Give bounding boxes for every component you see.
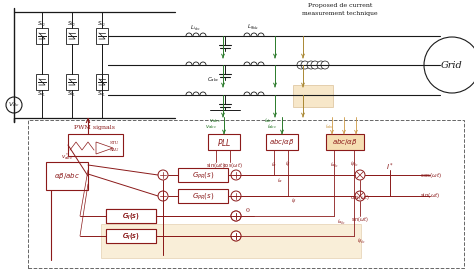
Bar xyxy=(68,134,123,156)
Circle shape xyxy=(355,170,365,180)
Text: $S_{b_2}$: $S_{b_2}$ xyxy=(67,19,77,29)
Text: $G_{PR}(s)$: $G_{PR}(s)$ xyxy=(192,170,214,180)
Text: $L_{i_{abc}}$: $L_{i_{abc}}$ xyxy=(190,23,201,33)
Circle shape xyxy=(355,191,365,201)
Bar xyxy=(66,74,78,90)
Text: $V_{dc}$: $V_{dc}$ xyxy=(9,101,20,109)
Bar xyxy=(36,74,48,90)
Bar xyxy=(106,229,156,243)
Text: $i_{\beta_{dc}}$: $i_{\beta_{dc}}$ xyxy=(357,237,366,247)
Circle shape xyxy=(424,37,474,93)
Text: $\cos(\omega t)$: $\cos(\omega t)$ xyxy=(420,171,442,180)
Bar xyxy=(293,85,333,107)
Text: $I^*$: $I^*$ xyxy=(386,161,394,173)
Circle shape xyxy=(301,61,309,69)
Text: STU: STU xyxy=(109,141,118,145)
Text: Grid: Grid xyxy=(441,60,463,70)
Circle shape xyxy=(297,61,305,69)
Bar xyxy=(28,120,464,268)
Text: $S_{a_1}$: $S_{a_1}$ xyxy=(37,89,46,99)
Text: $S_{c_1}$: $S_{c_1}$ xyxy=(98,89,107,99)
Bar xyxy=(96,74,108,90)
Text: $\alpha\beta/abc$: $\alpha\beta/abc$ xyxy=(54,171,80,181)
Circle shape xyxy=(158,170,168,180)
Bar xyxy=(178,168,228,182)
Text: $G_I(s)$: $G_I(s)$ xyxy=(122,231,140,241)
Circle shape xyxy=(307,61,315,69)
Text: $i_{\alpha_{dc}}$: $i_{\alpha_{dc}}$ xyxy=(337,217,346,227)
Text: $S_{a_2}$: $S_{a_2}$ xyxy=(37,19,46,29)
Text: $v_{abc}$: $v_{abc}$ xyxy=(209,117,221,125)
Circle shape xyxy=(231,231,241,241)
Circle shape xyxy=(158,191,168,201)
Circle shape xyxy=(311,61,319,69)
Text: $abc/\alpha\beta$: $abc/\alpha\beta$ xyxy=(269,137,295,147)
Text: $v_{abc}$: $v_{abc}$ xyxy=(205,123,217,131)
Circle shape xyxy=(231,211,241,221)
Polygon shape xyxy=(96,142,113,154)
Text: $i_\beta$: $i_\beta$ xyxy=(291,197,297,207)
Text: $abc/\alpha\beta$: $abc/\alpha\beta$ xyxy=(332,137,358,147)
Text: $L_{g_{abc}}$: $L_{g_{abc}}$ xyxy=(247,23,259,33)
Text: $G_{PR}(s)$: $G_{PR}(s)$ xyxy=(192,191,214,201)
Circle shape xyxy=(321,61,329,69)
Text: Proposed de current: Proposed de current xyxy=(308,4,372,8)
Bar xyxy=(66,28,78,44)
Text: $C_{abc}$: $C_{abc}$ xyxy=(207,76,219,84)
Text: $PLL$: $PLL$ xyxy=(217,137,231,147)
Text: $i_{abc}$: $i_{abc}$ xyxy=(264,116,274,125)
Bar xyxy=(266,134,298,150)
Text: $G_I(s)$: $G_I(s)$ xyxy=(122,211,140,221)
Bar xyxy=(46,162,88,190)
Bar xyxy=(36,28,48,44)
Text: measurement technique: measurement technique xyxy=(302,11,378,16)
Text: $\sin(\omega t)$: $\sin(\omega t)$ xyxy=(206,160,226,169)
Text: $\cos(\omega t)$: $\cos(\omega t)$ xyxy=(221,160,243,169)
Text: $i_\alpha$: $i_\alpha$ xyxy=(271,160,277,169)
Bar xyxy=(96,28,108,44)
Bar xyxy=(106,209,156,223)
Text: $G_I(s)$: $G_I(s)$ xyxy=(122,231,140,241)
Text: SAU: SAU xyxy=(109,148,119,152)
Circle shape xyxy=(231,231,241,241)
Bar xyxy=(178,189,228,203)
Circle shape xyxy=(231,191,241,201)
Text: PWM signals: PWM signals xyxy=(74,125,116,131)
Text: $i_{\beta_{dc}}$: $i_{\beta_{dc}}$ xyxy=(350,160,358,170)
Text: $\sin(\omega t)$: $\sin(\omega t)$ xyxy=(351,215,369,224)
Circle shape xyxy=(231,170,241,180)
Text: $v^*_{abc}$: $v^*_{abc}$ xyxy=(61,152,73,162)
Bar xyxy=(208,134,240,150)
Circle shape xyxy=(231,211,241,221)
Text: $i_\alpha$: $i_\alpha$ xyxy=(277,177,283,186)
Text: $S_{b_1}$: $S_{b_1}$ xyxy=(67,89,77,99)
Text: $\sin(\omega t)$: $\sin(\omega t)$ xyxy=(420,191,440,200)
Text: 0: 0 xyxy=(246,209,250,214)
Bar xyxy=(106,209,156,223)
Bar xyxy=(326,134,364,150)
Bar xyxy=(101,224,361,258)
Text: $G_I(s)$: $G_I(s)$ xyxy=(122,211,140,221)
Text: $S_{c_2}$: $S_{c_2}$ xyxy=(98,19,107,29)
Text: $\cos(\omega t)$: $\cos(\omega t)$ xyxy=(350,193,370,202)
Text: $i_{abc}$: $i_{abc}$ xyxy=(267,123,277,131)
Text: $i_{abc}$: $i_{abc}$ xyxy=(325,123,335,131)
Bar xyxy=(106,229,156,243)
Text: $i_{\alpha_{dc}}$: $i_{\alpha_{dc}}$ xyxy=(329,160,338,170)
Circle shape xyxy=(6,97,22,113)
Text: $i_\beta$: $i_\beta$ xyxy=(285,160,291,170)
Circle shape xyxy=(317,61,325,69)
